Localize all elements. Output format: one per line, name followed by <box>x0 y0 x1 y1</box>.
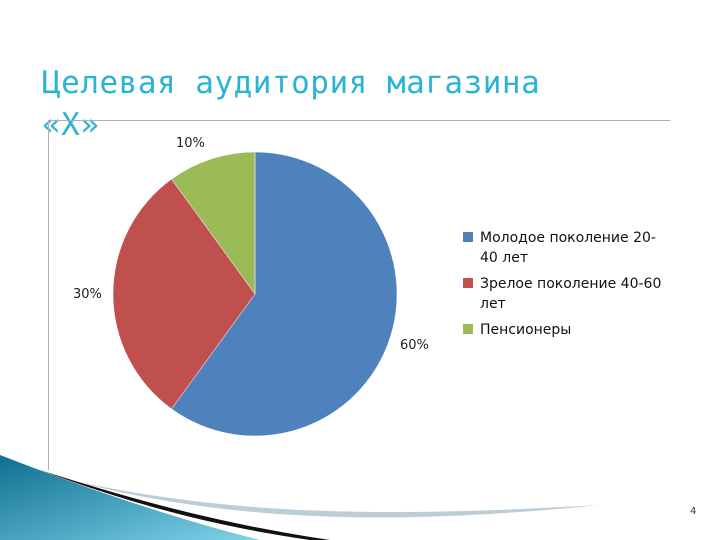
pie-slice-mature <box>112 178 256 410</box>
legend-item-young: Молодое поколение 20- 40 лет <box>463 228 673 268</box>
legend-swatch-mature <box>463 278 473 288</box>
legend-label-young-line2: 40 лет <box>480 250 528 266</box>
data-label-mature: 30% <box>73 287 102 302</box>
pie-slice-young <box>171 151 398 437</box>
data-label-pensioners: 10% <box>176 136 205 151</box>
legend-swatch-pensioners <box>463 324 473 334</box>
legend-label-mature-line1: Зрелое поколение 40-60 <box>480 276 662 292</box>
data-label-young: 60% <box>400 338 429 353</box>
legend-label-mature-line2: лет <box>480 296 506 312</box>
legend-label-pensioners: Пенсионеры <box>480 322 572 338</box>
chart-legend: Молодое поколение 20- 40 лет Зрелое поко… <box>463 228 673 346</box>
legend-swatch-young <box>463 232 473 242</box>
legend-label-young-line1: Молодое поколение 20- <box>480 230 656 246</box>
pie-slice-pensioners <box>171 151 256 295</box>
chart-frame-left-border <box>48 120 49 470</box>
chart-frame-top-border <box>48 120 670 121</box>
legend-item-pensioners: Пенсионеры <box>463 320 673 340</box>
legend-item-mature: Зрелое поколение 40-60 лет <box>463 274 673 314</box>
page-number: 4 <box>690 506 697 517</box>
slide-title: Целевая аудитория магазина «Х» <box>42 65 541 143</box>
